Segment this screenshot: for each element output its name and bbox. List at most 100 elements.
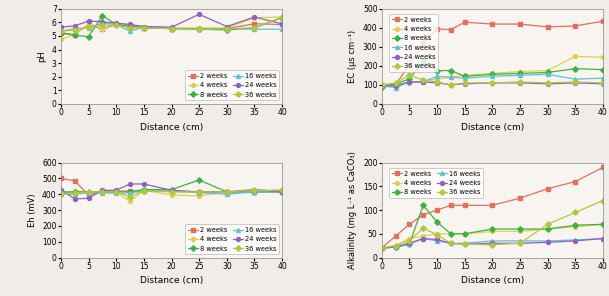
2 weeks [113,23,120,26]
8 weeks [488,73,496,76]
16 weeks [516,239,524,243]
16 weeks [378,246,385,250]
36 weeks [113,23,120,27]
Legend: 2 weeks, 4 weeks, 8 weeks, 16 weeks, 24 weeks, 36 weeks: 2 weeks, 4 weeks, 8 weeks, 16 weeks, 24 … [389,14,438,72]
24 weeks [140,25,147,28]
24 weeks [461,242,468,246]
Line: 2 weeks: 2 weeks [380,165,605,250]
16 weeks [392,86,399,89]
36 weeks [392,81,399,85]
8 weeks [113,23,120,26]
16 weeks [113,192,120,195]
8 weeks [461,232,468,236]
24 weeks [195,12,203,16]
4 weeks [516,230,524,233]
36 weeks [406,239,413,243]
4 weeks [434,77,441,81]
8 weeks [85,190,92,194]
36 weeks [251,26,258,30]
16 weeks [434,75,441,78]
36 weeks [71,28,79,32]
Legend: 2 weeks, 4 weeks, 8 weeks, 16 weeks, 24 weeks, 36 weeks: 2 weeks, 4 weeks, 8 weeks, 16 weeks, 24 … [185,70,279,100]
24 weeks [392,245,399,249]
Line: 16 weeks: 16 weeks [59,21,284,33]
2 weeks [406,63,413,67]
4 weeks [251,190,258,194]
2 weeks [544,187,551,191]
24 weeks [168,25,175,29]
8 weeks [461,75,468,78]
8 weeks [434,69,441,72]
4 weeks [85,22,92,25]
Line: 8 weeks: 8 weeks [59,178,284,194]
4 weeks [140,25,147,28]
36 weeks [278,189,286,192]
X-axis label: Distance (cm): Distance (cm) [140,123,203,131]
Line: 16 weeks: 16 weeks [380,237,605,250]
36 weeks [488,243,496,247]
16 weeks [544,239,551,243]
4 weeks [168,26,175,30]
8 weeks [406,77,413,81]
Y-axis label: EC (μs cm⁻¹): EC (μs cm⁻¹) [348,30,357,83]
2 weeks [99,28,106,31]
36 weeks [57,192,65,195]
16 weeks [99,191,106,194]
24 weeks [516,81,524,85]
4 weeks [447,232,454,236]
24 weeks [378,246,385,250]
8 weeks [57,31,65,34]
8 weeks [406,242,413,246]
16 weeks [99,21,106,25]
2 weeks [57,177,65,180]
24 weeks [127,182,134,186]
4 weeks [85,190,92,194]
24 weeks [406,242,413,245]
2 weeks [488,22,496,26]
24 weeks [113,21,120,25]
2 weeks [71,33,79,36]
Line: 2 weeks: 2 weeks [380,19,605,88]
Line: 36 weeks: 36 weeks [380,199,605,250]
8 weeks [85,35,92,38]
4 weeks [378,246,385,250]
2 weeks [223,190,230,194]
2 weeks [251,190,258,194]
16 weeks [251,190,258,194]
36 weeks [113,190,120,194]
2 weeks [544,25,551,29]
2 weeks [85,193,92,197]
Line: 24 weeks: 24 weeks [380,80,605,88]
24 weeks [71,197,79,201]
X-axis label: Distance (cm): Distance (cm) [460,276,524,285]
36 weeks [447,242,454,245]
16 weeks [447,75,454,79]
36 weeks [516,242,524,245]
Line: 8 weeks: 8 weeks [59,14,284,38]
4 weeks [461,73,468,77]
24 weeks [488,242,496,245]
24 weeks [392,84,399,88]
24 weeks [99,20,106,24]
16 weeks [461,242,468,245]
2 weeks [251,22,258,25]
Line: 2 weeks: 2 weeks [59,176,284,197]
24 weeks [251,188,258,191]
24 weeks [420,237,427,240]
4 weeks [251,16,258,20]
Line: 4 weeks: 4 weeks [59,15,284,41]
16 weeks [140,25,147,29]
8 weeks [251,190,258,194]
24 weeks [85,19,92,23]
8 weeks [392,82,399,86]
4 weeks [195,194,203,198]
36 weeks [195,190,203,194]
4 weeks [488,72,496,75]
4 weeks [544,227,551,231]
4 weeks [572,54,579,58]
36 weeks [57,30,65,33]
36 weeks [461,81,468,85]
36 weeks [420,226,427,230]
16 weeks [420,237,427,240]
8 weeks [516,72,524,75]
